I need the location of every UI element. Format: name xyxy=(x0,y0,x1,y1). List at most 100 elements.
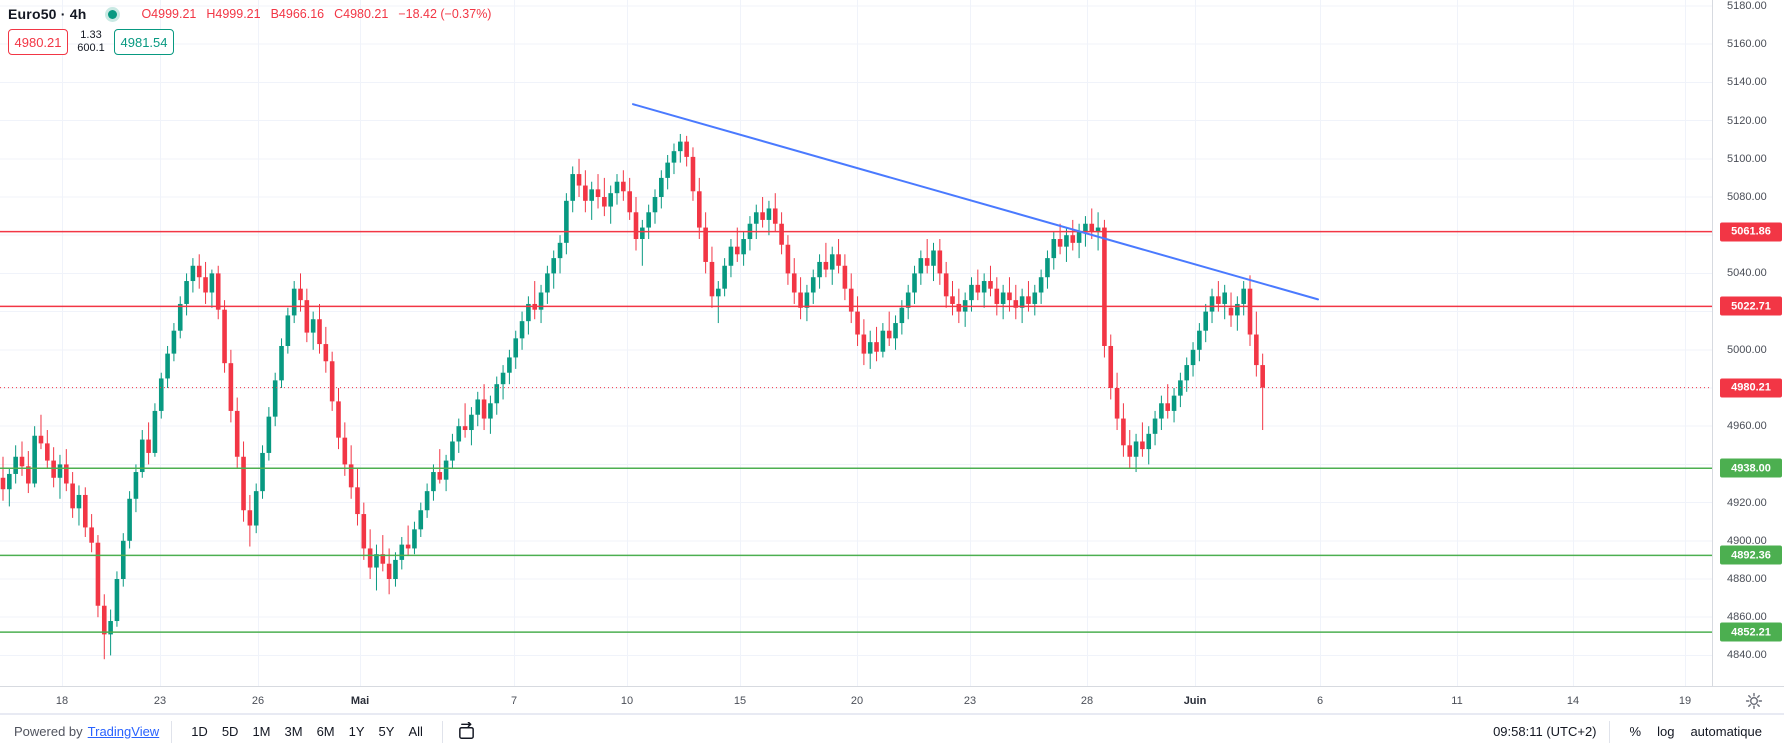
range-button-6m[interactable]: 6M xyxy=(310,720,342,743)
price-axis[interactable]: 5180.00 5160.00 5140.00 5120.00 5100.00 5080.… xyxy=(1712,0,1784,686)
candle-down xyxy=(1007,292,1012,301)
time-axis-label: 19 xyxy=(1678,694,1692,707)
candle-up xyxy=(393,559,398,579)
range-button-1m[interactable]: 1M xyxy=(245,720,277,743)
candle-down xyxy=(0,477,6,490)
price-tag-last-price: 4980.21 xyxy=(1720,378,1782,398)
time-axis-label: 15 xyxy=(733,694,747,707)
candle-up xyxy=(829,254,835,270)
candle-up xyxy=(272,380,278,417)
candle-up xyxy=(905,292,911,308)
candle-down xyxy=(1254,334,1259,366)
candle-up xyxy=(614,181,620,194)
range-button-3m[interactable]: 3M xyxy=(278,720,310,743)
candle-up xyxy=(1235,303,1240,316)
candle-down xyxy=(481,399,487,419)
candle-up xyxy=(57,464,63,478)
time-axis-label: 18 xyxy=(55,694,69,707)
time-axis[interactable]: 18 23 26 Mai 7 10 15 20 23 28 Juin 6 11 14 19 xyxy=(0,686,1784,714)
candle-down xyxy=(576,174,582,186)
candle-down xyxy=(348,464,354,488)
candle-down xyxy=(317,319,322,345)
candle-up xyxy=(108,621,113,635)
candle-up xyxy=(912,273,917,293)
candle-down xyxy=(994,288,1000,304)
candle-down xyxy=(26,466,31,484)
candle-down xyxy=(684,141,689,157)
candle-down xyxy=(861,334,867,354)
volume-value: 600.1 xyxy=(77,42,105,54)
candle-down xyxy=(874,342,879,352)
candle-down xyxy=(836,254,841,266)
candle-up xyxy=(899,307,905,324)
autoscale-button[interactable]: automatique xyxy=(1682,720,1770,743)
price-tag-resistance: 5061.86 xyxy=(1720,222,1782,242)
candle-up xyxy=(513,338,519,358)
clock-label[interactable]: 09:58:11 (UTC+2) xyxy=(1493,724,1597,739)
candle-down xyxy=(924,258,930,266)
candlestick-chart[interactable] xyxy=(0,0,1712,686)
candle-up xyxy=(1083,223,1088,232)
candle-down xyxy=(709,261,715,297)
price-axis-label: 4880.00 xyxy=(1727,573,1767,585)
price-axis-label: 5180.00 xyxy=(1727,0,1767,12)
close-value: C4980.21 xyxy=(334,7,389,21)
candle-up xyxy=(285,315,291,346)
candle-up xyxy=(589,189,594,201)
range-button-1d[interactable]: 1D xyxy=(184,720,215,743)
price-axis-label: 4900.00 xyxy=(1727,534,1767,547)
candle-up xyxy=(981,281,987,293)
open-value: O4999.21 xyxy=(141,7,197,21)
log-scale-button[interactable]: log xyxy=(1649,720,1682,743)
candle-down xyxy=(323,344,329,362)
buy-button[interactable]: 4981.54 xyxy=(114,29,174,55)
candle-down xyxy=(595,189,601,197)
price-axis-label: 5040.00 xyxy=(1727,267,1767,280)
spread-info: 1.33 600.1 xyxy=(68,29,114,55)
spread-value: 1.33 xyxy=(80,29,102,41)
candle-up xyxy=(715,288,721,297)
candle-down xyxy=(602,197,607,207)
sell-button[interactable]: 4980.21 xyxy=(8,29,68,55)
candle-down xyxy=(298,288,303,301)
range-button-5d[interactable]: 5D xyxy=(215,720,246,743)
tradingview-link[interactable]: TradingView xyxy=(87,724,160,739)
candle-up xyxy=(1197,330,1202,350)
candle-down xyxy=(627,191,632,213)
price-axis-label: 5160.00 xyxy=(1727,38,1767,51)
bottom-toolbar: Powered by TradingView 1D 5D 1M 3M 6M 1Y… xyxy=(0,713,1784,748)
range-button-all[interactable]: All xyxy=(401,720,429,743)
time-axis-label: 20 xyxy=(850,694,864,707)
chart-pane[interactable]: Euro50 · 4h O4999.21 H4999.21 B4966.16 C… xyxy=(0,0,1712,686)
candle-up xyxy=(1095,227,1101,232)
candle-up xyxy=(1064,235,1069,247)
candle-up xyxy=(551,258,557,274)
candle-down xyxy=(734,246,740,255)
change-value: −18.42 (−0.37%) xyxy=(398,7,492,21)
percent-scale-button[interactable]: % xyxy=(1622,720,1650,743)
candle-down xyxy=(1260,365,1265,388)
symbol-title[interactable]: Euro50 · 4h xyxy=(8,6,87,22)
range-button-5y[interactable]: 5Y xyxy=(372,720,402,743)
separator xyxy=(171,720,173,743)
candle-up xyxy=(545,273,550,293)
time-axis-label: Mai xyxy=(350,694,370,707)
price-axis-label: 5080.00 xyxy=(1727,191,1767,203)
candle-down xyxy=(203,277,208,293)
candle-up xyxy=(722,265,727,289)
time-axis-label: 23 xyxy=(963,694,977,707)
go-to-date-button[interactable] xyxy=(455,720,478,743)
candle-up xyxy=(279,345,284,381)
candle-up xyxy=(678,141,683,152)
candle-up xyxy=(1038,277,1044,293)
go-to-date-icon xyxy=(459,722,474,739)
candle-up xyxy=(1051,239,1057,259)
candle-down xyxy=(247,510,253,526)
candle-down xyxy=(1089,223,1095,232)
price-axis-label: 4860.00 xyxy=(1727,611,1767,624)
axis-settings-button[interactable] xyxy=(1744,691,1764,711)
candle-down xyxy=(437,472,443,480)
candle-down xyxy=(1057,239,1063,247)
range-button-1y[interactable]: 1Y xyxy=(342,720,372,743)
candle-down xyxy=(937,250,943,274)
